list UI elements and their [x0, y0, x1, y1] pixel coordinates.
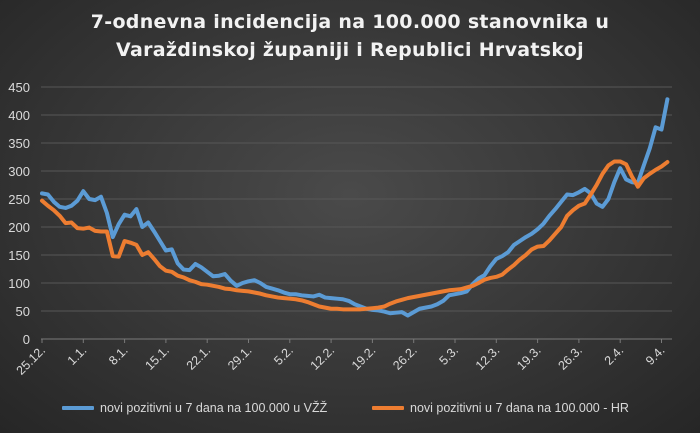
x-tick-label: 26.3.: [555, 343, 585, 373]
x-tick-label: 25.12.: [14, 343, 48, 377]
x-tick-label: 8.1.: [106, 343, 131, 368]
x-tick-label: 12.2.: [308, 343, 338, 373]
y-tick-label: 400: [8, 108, 30, 123]
legend-label-hr: novi pozitivni u 7 dana na 100.000 - HR: [410, 401, 629, 415]
y-tick-label: 300: [8, 164, 30, 179]
y-tick-label: 350: [8, 136, 30, 151]
x-tick-label: 1.1.: [65, 343, 90, 368]
x-tick-label: 5.2.: [271, 343, 296, 368]
x-tick-label: 5.3.: [436, 343, 461, 368]
y-tick-label: 250: [8, 192, 30, 207]
x-tick-label: 22.1.: [184, 343, 214, 373]
x-tick-label: 26.2.: [390, 343, 420, 373]
legend-item-vzz: novi pozitivni u 7 dana na 100.000 u VŽŽ: [62, 401, 327, 415]
x-tick-label: 12.3.: [473, 343, 503, 373]
series-line-hr: [40, 159, 670, 312]
x-tick-label: 2.4.: [602, 343, 627, 368]
x-tick-label: 19.2.: [349, 343, 379, 373]
legend-swatch-vzz: [62, 406, 94, 410]
x-tick-label: 9.4.: [643, 343, 668, 368]
chart-title-line-2: Varaždinskoj županiji i Republici Hrvats…: [116, 39, 584, 61]
x-tick-label: 19.3.: [514, 343, 544, 373]
y-tick-label: 100: [8, 276, 30, 291]
chart-title: 7-odnevna incidencija na 100.000 stanovn…: [0, 8, 700, 64]
y-tick-label: 450: [8, 80, 30, 95]
legend-label-vzz: novi pozitivni u 7 dana na 100.000 u VŽŽ: [100, 401, 328, 415]
y-tick-label: 50: [16, 304, 30, 319]
chart-title-line-1: 7-odnevna incidencija na 100.000 stanovn…: [90, 11, 610, 33]
y-tick-label: 150: [8, 248, 30, 263]
legend-swatch-hr: [372, 406, 404, 410]
x-tick-label: 29.1.: [225, 343, 255, 373]
y-tick-label: 0: [23, 332, 30, 347]
legend-item-hr: novi pozitivni u 7 dana na 100.000 - HR: [372, 401, 629, 415]
y-tick-label: 200: [8, 220, 30, 235]
x-tick-label: 15.1.: [142, 343, 172, 373]
